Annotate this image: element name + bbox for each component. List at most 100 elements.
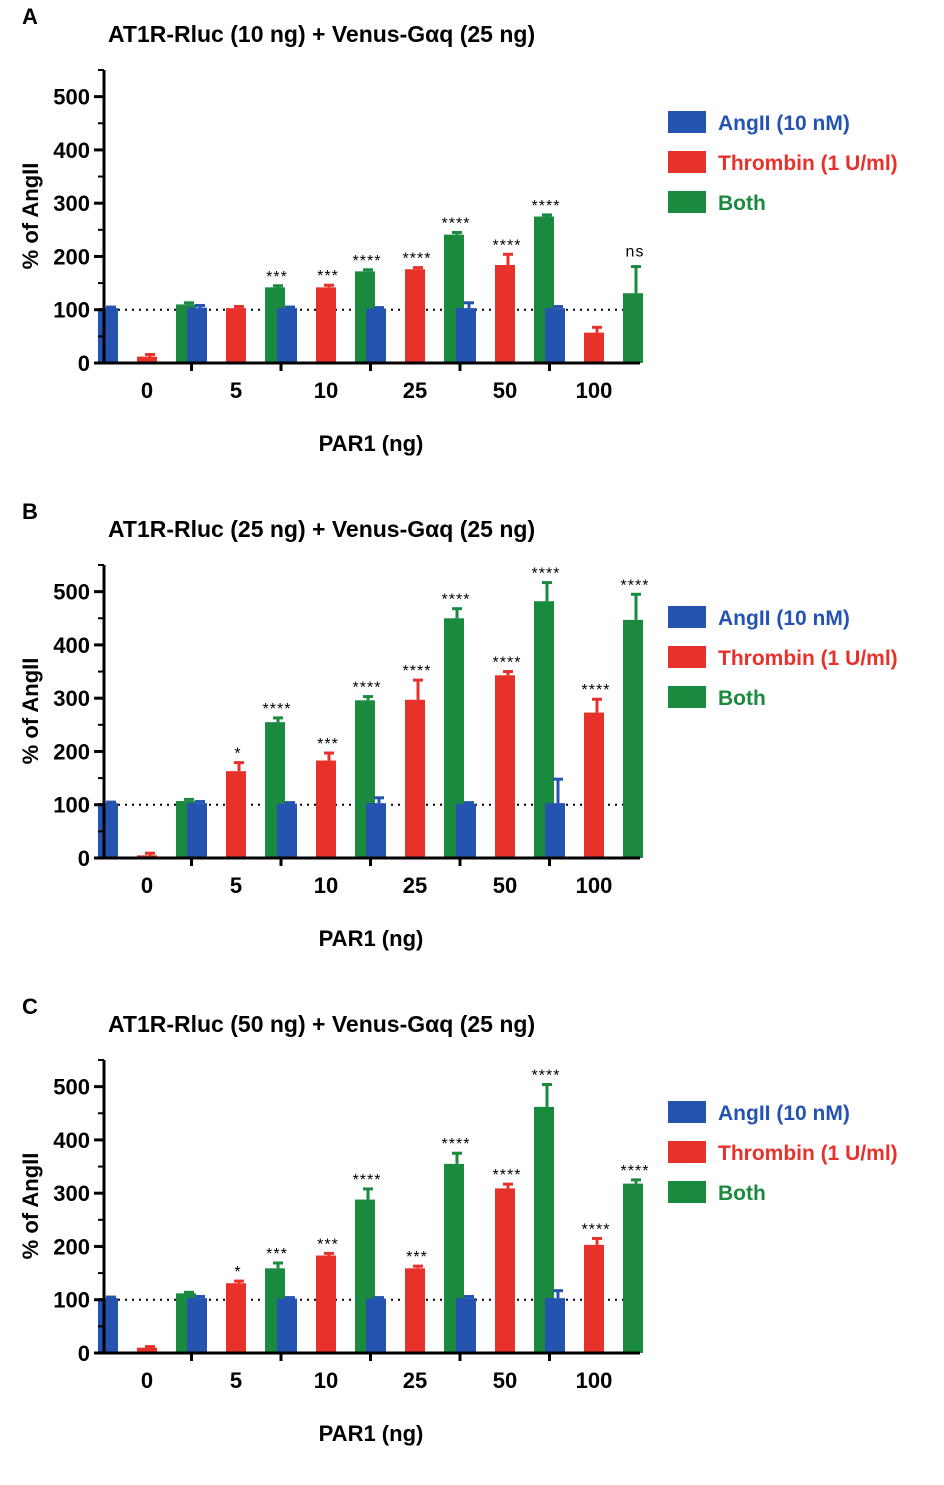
y-tick-label: 300 bbox=[53, 1181, 90, 1206]
bar bbox=[316, 287, 336, 363]
bar bbox=[366, 803, 386, 858]
chart-title: AT1R-Rluc (25 ng) + Venus-Gαq (25 ng) bbox=[108, 516, 535, 542]
significance-label: **** bbox=[442, 592, 471, 609]
x-tick-label: 5 bbox=[230, 1368, 242, 1393]
legend-swatch bbox=[668, 1101, 706, 1123]
bar bbox=[187, 803, 207, 858]
x-axis-label: PAR1 (ng) bbox=[319, 1421, 424, 1446]
significance-label: **** bbox=[621, 1163, 650, 1180]
x-tick-label: 0 bbox=[141, 873, 153, 898]
bar bbox=[405, 699, 425, 858]
y-tick-label: 0 bbox=[78, 1341, 90, 1366]
significance-label: **** bbox=[493, 1167, 522, 1184]
y-tick-label: 400 bbox=[53, 138, 90, 163]
legend-label: Thrombin (1 U/ml) bbox=[718, 1142, 898, 1165]
x-tick-label: 100 bbox=[576, 1368, 613, 1393]
significance-label: * bbox=[234, 746, 241, 763]
y-tick-label: 500 bbox=[53, 580, 90, 605]
x-tick-label: 50 bbox=[493, 873, 517, 898]
y-axis-label: % of AngII bbox=[18, 1153, 43, 1260]
chart-title: AT1R-Rluc (10 ng) + Venus-Gαq (25 ng) bbox=[108, 21, 535, 47]
panel-letter: C bbox=[22, 994, 38, 1019]
x-tick-label: 25 bbox=[403, 873, 427, 898]
y-tick-label: 0 bbox=[78, 351, 90, 376]
significance-label: **** bbox=[621, 577, 650, 594]
chart-panel-c: C AT1R-Rluc (50 ng) + Venus-Gαq (25 ng) 0 *… bbox=[18, 994, 898, 1446]
y-tick-label: 200 bbox=[53, 244, 90, 269]
chart-panel-a: A AT1R-Rluc (10 ng) + Venus-Gαq (25 ng) 0 *… bbox=[18, 4, 898, 456]
bar bbox=[623, 1183, 643, 1353]
y-tick-label: 100 bbox=[53, 1288, 90, 1313]
significance-label: *** bbox=[266, 269, 288, 286]
significance-label: **** bbox=[263, 701, 292, 718]
legend-label: Both bbox=[718, 687, 766, 710]
y-tick-label: 300 bbox=[53, 191, 90, 216]
bar bbox=[545, 803, 565, 858]
legend-label: Thrombin (1 U/ml) bbox=[718, 152, 898, 175]
significance-label: *** bbox=[406, 1249, 428, 1266]
legend-swatch bbox=[668, 686, 706, 708]
bar bbox=[187, 1298, 207, 1353]
significance-label: **** bbox=[403, 251, 432, 268]
significance-label: **** bbox=[493, 237, 522, 254]
bar bbox=[456, 308, 476, 363]
significance-label: **** bbox=[582, 682, 611, 699]
significance-label: *** bbox=[266, 1246, 288, 1263]
panel-letter: A bbox=[22, 4, 38, 29]
significance-label: * bbox=[234, 1264, 241, 1281]
y-tick-label: 0 bbox=[78, 846, 90, 871]
x-tick-label: 100 bbox=[576, 378, 613, 403]
x-tick-label: 0 bbox=[141, 378, 153, 403]
legend-label: Both bbox=[718, 1182, 766, 1205]
y-tick-label: 200 bbox=[53, 1234, 90, 1259]
x-tick-label: 10 bbox=[314, 1368, 338, 1393]
bar bbox=[405, 1268, 425, 1353]
bar bbox=[277, 308, 297, 363]
significance-label: **** bbox=[532, 1068, 561, 1085]
significance-label: **** bbox=[442, 215, 471, 232]
bar bbox=[545, 308, 565, 363]
significance-label: **** bbox=[403, 663, 432, 680]
bar bbox=[584, 1244, 604, 1353]
bar bbox=[226, 308, 246, 363]
significance-label: *** bbox=[317, 1236, 339, 1253]
significance-label: **** bbox=[493, 655, 522, 672]
legend-label: Thrombin (1 U/ml) bbox=[718, 647, 898, 670]
y-tick-label: 300 bbox=[53, 686, 90, 711]
significance-label: *** bbox=[317, 268, 339, 285]
bar bbox=[137, 1347, 157, 1353]
x-tick-label: 10 bbox=[314, 873, 338, 898]
y-axis-label: % of AngII bbox=[18, 658, 43, 765]
x-tick-label: 0 bbox=[141, 1368, 153, 1393]
x-tick-label: 10 bbox=[314, 378, 338, 403]
bar bbox=[495, 675, 515, 858]
bar bbox=[277, 1298, 297, 1353]
bar bbox=[187, 307, 207, 363]
legend-swatch bbox=[668, 646, 706, 668]
legend-label: AngII (10 nM) bbox=[718, 607, 850, 630]
x-axis-label: PAR1 (ng) bbox=[319, 431, 424, 456]
y-tick-label: 200 bbox=[53, 739, 90, 764]
legend-swatch bbox=[668, 1141, 706, 1163]
significance-label: **** bbox=[582, 1221, 611, 1238]
bar bbox=[495, 264, 515, 363]
significance-label: **** bbox=[353, 680, 382, 697]
panel-letter: B bbox=[22, 499, 38, 524]
bar bbox=[316, 760, 336, 858]
significance-label: **** bbox=[532, 566, 561, 583]
legend-label: AngII (10 nM) bbox=[718, 112, 850, 135]
bar bbox=[456, 803, 476, 858]
bar bbox=[366, 1298, 386, 1353]
x-axis-label: PAR1 (ng) bbox=[319, 926, 424, 951]
significance-label: **** bbox=[532, 198, 561, 215]
y-tick-label: 500 bbox=[53, 1075, 90, 1100]
bar bbox=[545, 1298, 565, 1353]
bar bbox=[366, 308, 386, 363]
significance-label: *** bbox=[317, 736, 339, 753]
y-tick-label: 100 bbox=[53, 793, 90, 818]
bar bbox=[444, 618, 464, 858]
legend-swatch bbox=[668, 606, 706, 628]
x-tick-label: 25 bbox=[403, 378, 427, 403]
legend-swatch bbox=[668, 1181, 706, 1203]
x-tick-label: 25 bbox=[403, 1368, 427, 1393]
